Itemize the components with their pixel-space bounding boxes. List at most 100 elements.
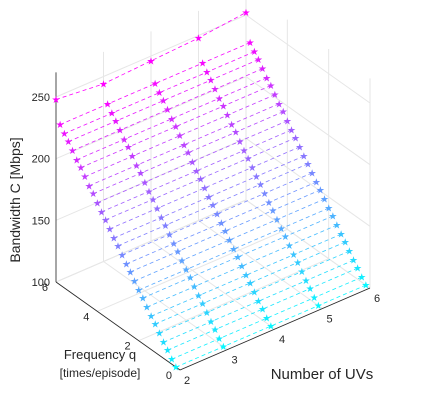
- star-marker: ★: [248, 163, 257, 174]
- star-marker: ★: [126, 267, 135, 278]
- star-marker: ★: [291, 133, 300, 144]
- star-marker: ★: [314, 301, 323, 312]
- star-marker: ★: [173, 247, 182, 258]
- star-marker: ★: [361, 281, 370, 292]
- star-marker: ★: [130, 277, 139, 288]
- axis-box: [55, 0, 371, 371]
- star-marker: ★: [159, 338, 168, 349]
- star-marker: ★: [155, 329, 164, 340]
- star-marker: ★: [206, 76, 215, 87]
- star-marker: ★: [192, 166, 201, 177]
- star-marker: ★: [145, 187, 154, 198]
- star-marker: ★: [114, 241, 123, 252]
- star-marker: ★: [299, 152, 308, 163]
- y-axis-label-line2: [times/episode]: [60, 366, 141, 380]
- star-marker: ★: [194, 291, 203, 302]
- star-marker: ★: [175, 131, 184, 142]
- star-marker: ★: [103, 100, 112, 111]
- star-marker: ★: [242, 8, 251, 19]
- star-marker: ★: [244, 154, 253, 165]
- star-marker: ★: [101, 215, 110, 226]
- star-marker: ★: [258, 64, 267, 75]
- x-tick-label: 6: [374, 293, 380, 305]
- star-marker: ★: [204, 193, 213, 204]
- star-marker: ★: [155, 88, 164, 99]
- star-marker: ★: [93, 198, 102, 209]
- y-tick-label: 0: [166, 370, 172, 382]
- star-marker: ★: [198, 299, 207, 310]
- star-marker: ★: [227, 120, 236, 131]
- star-marker: ★: [105, 224, 114, 235]
- star-marker: ★: [250, 288, 259, 299]
- star-marker: ★: [136, 169, 145, 180]
- star-marker: ★: [161, 221, 170, 232]
- star-marker: ★: [186, 273, 195, 284]
- star-marker: ★: [169, 239, 178, 250]
- star-marker: ★: [221, 226, 230, 237]
- star-marker: ★: [178, 256, 187, 267]
- star-marker: ★: [256, 180, 265, 191]
- star-marker: ★: [182, 265, 191, 276]
- star-marker: ★: [273, 215, 282, 226]
- gridline-z-sidewall: [245, 14, 371, 104]
- star-marker: ★: [357, 273, 366, 284]
- star-marker: ★: [159, 96, 168, 107]
- star-marker: ★: [167, 114, 176, 125]
- x-axis-line: [179, 287, 371, 371]
- star-marker: ★: [207, 317, 216, 328]
- star-marker: ★: [341, 238, 350, 249]
- star-marker: ★: [275, 99, 284, 110]
- gridline-z-backwall: [55, 76, 247, 160]
- star-marker: ★: [304, 159, 313, 170]
- star-marker: ★: [153, 204, 162, 215]
- star-marker: ★: [279, 107, 288, 118]
- star-marker: ★: [202, 68, 211, 79]
- star-marker: ★: [328, 212, 337, 223]
- star-marker: ★: [198, 59, 207, 70]
- star-marker: ★: [295, 142, 304, 153]
- star-marker: ★: [147, 56, 156, 67]
- x-tick-label: 3: [232, 355, 238, 367]
- star-marker: ★: [219, 102, 228, 113]
- star-marker: ★: [122, 260, 131, 271]
- star-marker: ★: [223, 111, 232, 122]
- star-marker: ★: [180, 140, 189, 151]
- star-marker: ★: [202, 308, 211, 319]
- star-marker: ★: [246, 38, 255, 49]
- star-marker: ★: [268, 206, 277, 217]
- gridline-z-backwall: [55, 199, 247, 283]
- star-marker: ★: [138, 294, 147, 305]
- star-marker: ★: [324, 204, 333, 215]
- star-marker: ★: [332, 221, 341, 232]
- x-axis-label: Number of UVs: [271, 366, 374, 383]
- star-marker: ★: [293, 258, 302, 269]
- star-marker: ★: [289, 250, 298, 261]
- y-axis-line: [55, 281, 181, 371]
- star-marker: ★: [64, 137, 73, 148]
- star-marker: ★: [128, 152, 137, 163]
- star-marker: ★: [211, 325, 220, 336]
- star-marker: ★: [111, 117, 120, 128]
- star-marker: ★: [266, 81, 275, 92]
- star-marker: ★: [233, 253, 242, 264]
- star-marker: ★: [120, 135, 129, 146]
- gridline-y-floor: [97, 228, 288, 312]
- gridline-z-sidewall: [245, 199, 371, 289]
- star-marker: ★: [142, 303, 151, 314]
- star-marker: ★: [252, 172, 261, 183]
- star-marker: ★: [235, 137, 244, 148]
- star-marker: ★: [308, 168, 317, 179]
- star-marker: ★: [167, 355, 176, 366]
- star-marker: ★: [76, 163, 85, 174]
- star-marker: ★: [281, 232, 290, 243]
- star-marker: ★: [229, 245, 238, 256]
- star-marker: ★: [190, 282, 199, 293]
- star-marker: ★: [349, 256, 358, 267]
- star-marker: ★: [312, 178, 321, 189]
- star-marker: ★: [337, 230, 346, 241]
- x-tick-label: 4: [279, 334, 285, 346]
- star-marker: ★: [196, 174, 205, 185]
- star-marker: ★: [99, 79, 108, 90]
- star-marker: ★: [240, 146, 249, 157]
